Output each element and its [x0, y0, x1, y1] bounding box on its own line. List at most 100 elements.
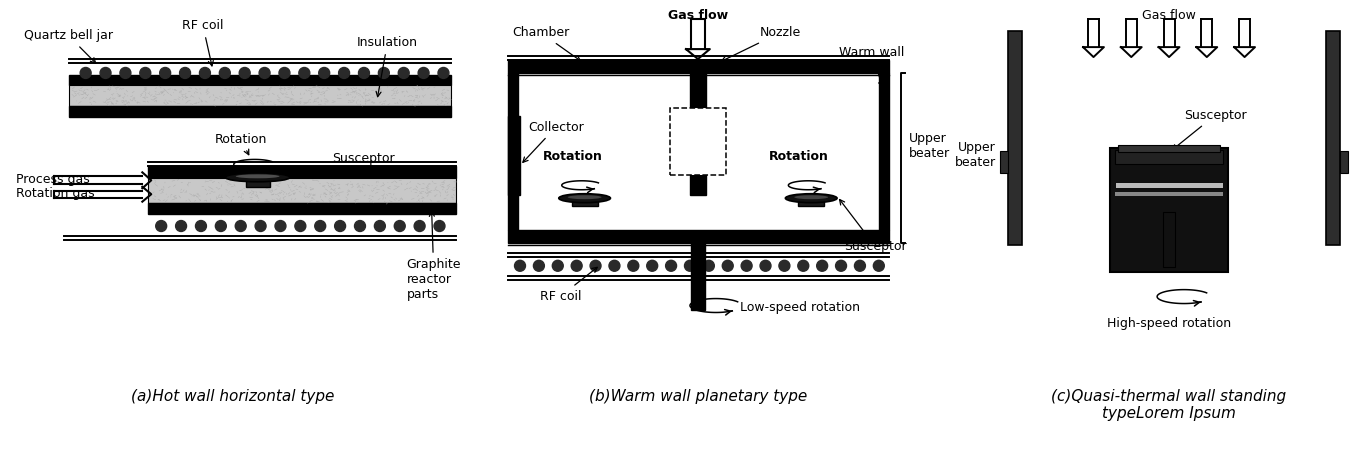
Circle shape [434, 221, 445, 231]
Bar [508, 73, 518, 230]
Circle shape [666, 260, 677, 271]
Circle shape [797, 260, 808, 271]
Circle shape [140, 67, 151, 78]
Circle shape [275, 221, 286, 231]
Circle shape [319, 67, 330, 78]
Bar [148, 203, 456, 214]
Text: (a)Hot wall horizontal type: (a)Hot wall horizontal type [132, 389, 334, 404]
Text: Rotation gas: Rotation gas [16, 187, 95, 200]
Bar [1163, 212, 1175, 267]
Bar [508, 60, 889, 73]
Text: Susceptor: Susceptor [1173, 109, 1247, 150]
Bar [1118, 145, 1219, 153]
Circle shape [571, 260, 582, 271]
Text: Susceptor: Susceptor [292, 153, 395, 177]
Text: Insulation: Insulation [358, 36, 418, 97]
Circle shape [299, 67, 310, 78]
Circle shape [395, 221, 406, 231]
Circle shape [160, 67, 171, 78]
Circle shape [533, 260, 544, 271]
Text: Gas flow: Gas flow [667, 9, 727, 22]
Circle shape [552, 260, 563, 271]
Bar [68, 75, 452, 85]
Circle shape [590, 260, 601, 271]
Ellipse shape [236, 174, 279, 178]
Circle shape [156, 221, 167, 231]
FancyBboxPatch shape [670, 108, 726, 175]
Text: Graphite
reactor
parts: Graphite reactor parts [407, 211, 462, 301]
Bar [1008, 31, 1022, 245]
Circle shape [334, 221, 345, 231]
Text: Chamber: Chamber [512, 26, 581, 60]
Circle shape [100, 67, 111, 78]
Circle shape [81, 67, 92, 78]
Bar [508, 116, 521, 195]
Circle shape [338, 67, 349, 78]
Bar [571, 197, 597, 206]
Text: High-speed rotation: High-speed rotation [1107, 317, 1232, 331]
Circle shape [836, 260, 847, 271]
Bar [1115, 151, 1222, 164]
Ellipse shape [559, 194, 611, 202]
Circle shape [359, 67, 370, 78]
Bar [799, 197, 825, 206]
Circle shape [295, 221, 306, 231]
Text: Rotation: Rotation [543, 150, 603, 164]
Bar [1111, 148, 1228, 272]
Text: RF coil: RF coil [182, 19, 223, 66]
Circle shape [855, 260, 866, 271]
Circle shape [722, 260, 733, 271]
Circle shape [121, 67, 132, 78]
Ellipse shape [795, 195, 827, 199]
Circle shape [355, 221, 366, 231]
Circle shape [255, 221, 266, 231]
Ellipse shape [225, 173, 290, 182]
Circle shape [259, 67, 270, 78]
Circle shape [219, 67, 230, 78]
Circle shape [179, 67, 190, 78]
Circle shape [608, 260, 619, 271]
Bar [1326, 31, 1340, 245]
Circle shape [647, 260, 658, 271]
Bar [1340, 152, 1348, 173]
Text: (b)Warm wall planetary type: (b)Warm wall planetary type [589, 389, 807, 404]
Text: Upper
beater: Upper beater [908, 131, 949, 159]
Circle shape [196, 221, 207, 231]
Text: RF coil: RF coil [540, 267, 597, 303]
Bar [1000, 152, 1008, 173]
Circle shape [236, 221, 247, 231]
Circle shape [438, 67, 449, 78]
Bar [148, 178, 456, 203]
Circle shape [240, 67, 251, 78]
Text: Nozzle: Nozzle [722, 26, 801, 61]
Text: Warm wall: Warm wall [838, 46, 904, 87]
Text: (c)Quasi-thermal wall standing
typeLorem Ipsum: (c)Quasi-thermal wall standing typeLorem… [1052, 389, 1286, 421]
Text: Quartz bell jar: Quartz bell jar [25, 29, 114, 63]
Bar [690, 242, 706, 310]
Circle shape [378, 67, 389, 78]
Circle shape [741, 260, 752, 271]
Bar [690, 71, 706, 195]
Ellipse shape [567, 195, 601, 199]
Circle shape [515, 260, 526, 271]
Circle shape [760, 260, 771, 271]
Circle shape [215, 221, 226, 231]
Bar [878, 73, 889, 230]
Circle shape [685, 260, 696, 271]
Text: Rotation: Rotation [770, 150, 829, 164]
Circle shape [279, 67, 290, 78]
Circle shape [703, 260, 714, 271]
Bar [68, 85, 452, 106]
Circle shape [418, 67, 429, 78]
Circle shape [315, 221, 326, 231]
Circle shape [627, 260, 638, 271]
Bar [1115, 182, 1222, 188]
Text: Low-speed rotation: Low-speed rotation [740, 301, 859, 314]
Text: Process gas: Process gas [16, 173, 90, 186]
Circle shape [175, 221, 186, 231]
Circle shape [817, 260, 827, 271]
Bar [245, 177, 270, 187]
Text: Collector: Collector [523, 120, 584, 162]
Circle shape [414, 221, 425, 231]
Bar [508, 230, 889, 243]
